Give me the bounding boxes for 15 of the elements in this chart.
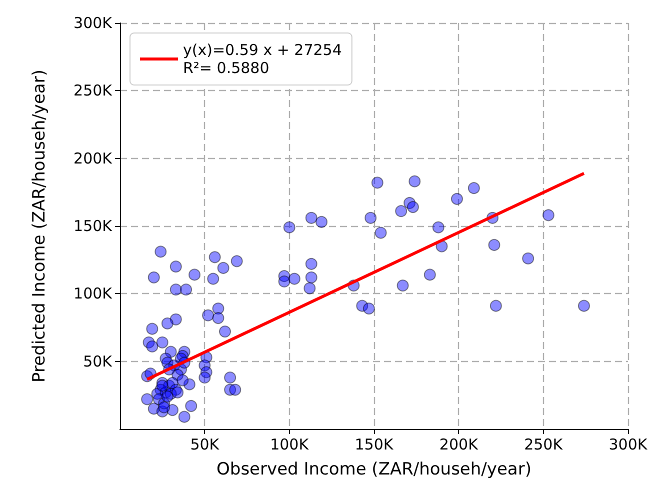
y-tick-label: 100K <box>74 284 114 303</box>
x-tick-label: 150K <box>354 436 394 454</box>
x-tick-label: 200K <box>439 436 480 454</box>
x-tick-label: 100K <box>270 436 310 454</box>
x-tick-label: 50K <box>190 436 220 454</box>
y-axis-title: Predicted Income (ZAR/househ/year) <box>30 70 50 382</box>
legend-label: y(x)=0.59 x + 27254 R²= 0.5880 <box>183 41 342 77</box>
x-axis-title: Observed Income (ZAR/househ/year) <box>216 460 532 480</box>
y-tick-label: 150K <box>74 217 114 235</box>
x-tick-label: 300K <box>608 436 648 454</box>
y-tick-label: 300K <box>74 14 114 32</box>
y-tick-label: 250K <box>74 82 114 100</box>
y-tick-label: 200K <box>74 149 114 168</box>
y-tick-label: 50K <box>83 352 114 370</box>
x-tick-label: 250K <box>524 436 564 454</box>
